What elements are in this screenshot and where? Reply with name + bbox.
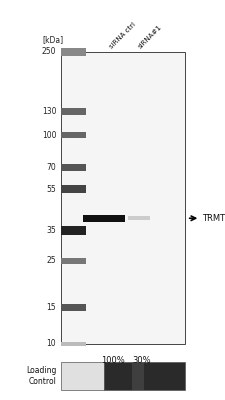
Text: TRMT10C: TRMT10C xyxy=(202,214,225,223)
Bar xyxy=(61,226,86,235)
Bar xyxy=(61,185,86,193)
Bar xyxy=(61,48,86,56)
Bar xyxy=(61,342,86,346)
Bar xyxy=(104,362,184,390)
Bar xyxy=(61,304,86,311)
Text: Loading
Control: Loading Control xyxy=(26,366,56,386)
Text: 55: 55 xyxy=(47,185,56,194)
Bar xyxy=(61,362,104,390)
Bar xyxy=(61,132,86,138)
Text: 100: 100 xyxy=(42,131,56,140)
Bar xyxy=(61,108,86,114)
Text: 25: 25 xyxy=(47,256,56,265)
Text: 30%: 30% xyxy=(132,356,151,365)
Text: 250: 250 xyxy=(42,48,56,56)
Text: 10: 10 xyxy=(47,340,56,348)
Text: 15: 15 xyxy=(47,303,56,312)
Bar xyxy=(61,258,86,264)
Text: 35: 35 xyxy=(47,226,56,235)
Text: 100%: 100% xyxy=(101,356,125,365)
Bar xyxy=(61,52,184,344)
Text: 130: 130 xyxy=(42,107,56,116)
Bar xyxy=(83,215,125,222)
Bar xyxy=(128,216,150,220)
Text: 70: 70 xyxy=(47,163,56,172)
Text: siRNA#1: siRNA#1 xyxy=(137,24,163,50)
Bar xyxy=(132,362,144,390)
Bar xyxy=(61,164,86,171)
Text: siRNA ctrl: siRNA ctrl xyxy=(108,22,137,50)
Text: [kDa]: [kDa] xyxy=(43,35,64,44)
